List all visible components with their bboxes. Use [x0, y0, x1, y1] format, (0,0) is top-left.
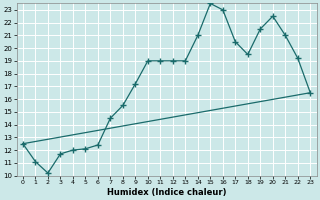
X-axis label: Humidex (Indice chaleur): Humidex (Indice chaleur)	[107, 188, 226, 197]
